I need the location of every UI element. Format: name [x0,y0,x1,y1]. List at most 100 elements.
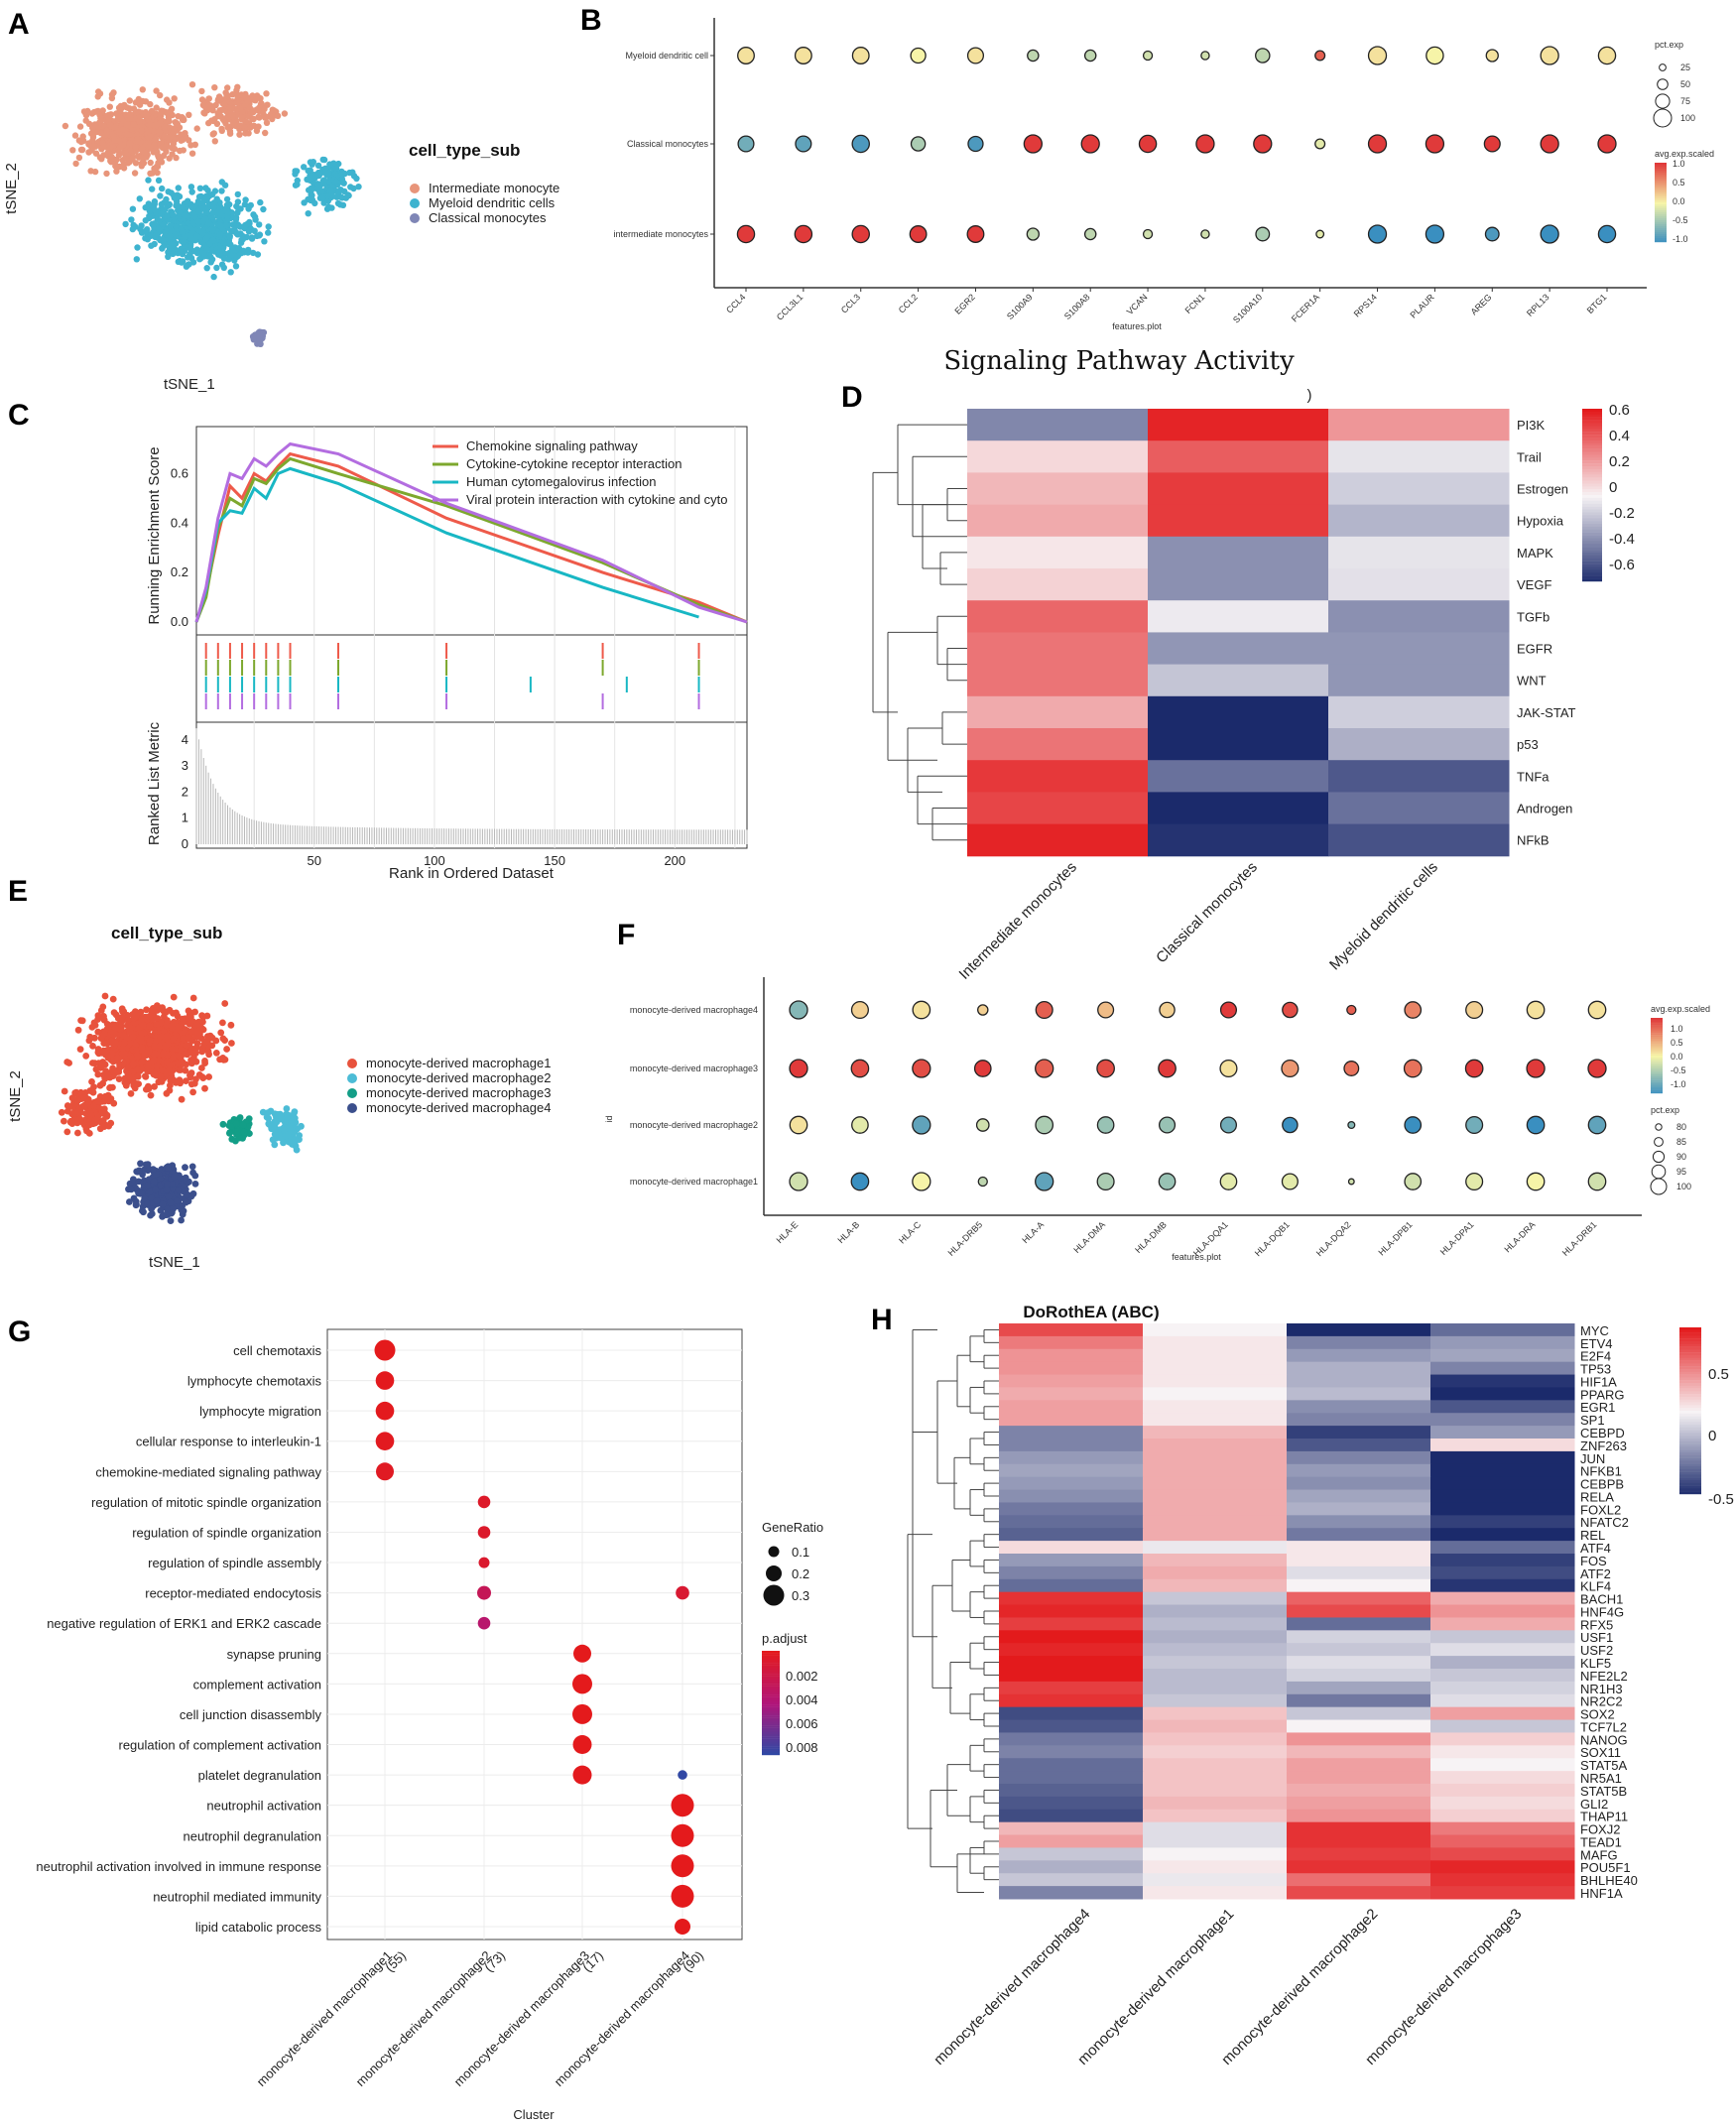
panel-f-dot [1346,1004,1357,1016]
panel-b-dot [851,224,870,244]
panel-b-dot [1200,51,1210,61]
panel-g-size-legend-title: GeneRatio [762,1520,823,1535]
panel-a-point-intermediate [229,118,237,126]
panel-label-g: G [8,1315,31,1348]
panel-a-point-myeloid [251,227,258,234]
panel-d-colorbar-step [1582,420,1602,424]
panel-a-point-myeloid [309,172,316,179]
panel-a-point-intermediate [95,88,102,95]
panel-e-point [143,1014,151,1021]
panel-c-frame [195,426,748,849]
panel-e-point [137,1035,145,1042]
panel-e-point [143,1006,151,1014]
panel-f-dot [1526,1172,1546,1191]
panel-g-color-legend-step [762,1696,780,1699]
panel-h-cell [1430,1604,1575,1618]
panel-d-cell [967,536,1149,569]
panel-h-dendrogram [907,1328,999,1894]
panel-a-point-myeloid [332,178,340,186]
panel-f-size-legend-label: 80 [1676,1122,1686,1132]
panel-e-point [78,1017,86,1025]
panel-h-cell [1143,1489,1288,1503]
panel-h-colorbar-step [1679,1377,1701,1381]
panel-h-cell [1287,1860,1431,1874]
panel-f-dot [1282,1001,1299,1019]
panel-b-color-legend-step [1655,177,1667,180]
panel-a-point-intermediate [138,154,145,161]
panel-g-color-legend-step [762,1715,780,1718]
panel-a-xlabel: tSNE_1 [164,376,215,393]
panel-d-colorbar-step [1582,535,1602,539]
panel-d-cell [967,695,1149,729]
panel-e-point [109,1058,117,1065]
panel-a-point-myeloid [158,210,165,217]
panel-c-xtick: 200 [664,853,685,868]
panel-d-cell [967,792,1149,825]
panel-d-row-label: Estrogen [1517,482,1568,497]
panel-f-tick-label: HLA-A [1020,1219,1046,1245]
panel-h-colorbar-step [1679,1416,1701,1420]
panel-h-cell [1143,1554,1288,1567]
panel-f-size-legend-label: 90 [1676,1152,1686,1162]
panel-d-cell [1148,632,1329,666]
panel-g-dot [375,1432,395,1450]
panel-a-point-intermediate [262,129,269,137]
panel-e-point [88,1024,96,1031]
panel-h-cell [1287,1323,1431,1337]
panel-h-cell [1287,1809,1431,1823]
panel-e-point [163,1059,171,1066]
panel-h-cell [1287,1886,1431,1900]
panel-e-point [165,1192,173,1200]
panel-a-point-myeloid [201,252,208,260]
panel-e-legend-dot [347,1073,357,1083]
panel-a-point-myeloid [232,216,240,223]
panel-a-point-myeloid [322,169,329,177]
panel-f-size-legend-label: 100 [1676,1182,1691,1191]
panel-a-point-intermediate [224,92,231,99]
panel-h-colorbar-step [1679,1460,1701,1464]
panel-e-point [122,1081,130,1089]
panel-g-dot [376,1462,394,1481]
panel-d-column-label: Intermediate monocytes [956,859,1080,983]
panel-e-point [152,1050,159,1058]
panel-a-point-intermediate [157,119,164,127]
panel-f-dot [789,1000,808,1020]
panel-h-colorbar-step [1679,1440,1701,1444]
panel-a-point-myeloid [190,213,197,220]
panel-b-dot [1027,49,1040,63]
panel-h-cell [1287,1463,1431,1478]
panel-label-d: D [841,381,863,414]
panel-h-cell [1430,1732,1575,1746]
panel-a-point-intermediate [198,96,206,103]
panel-h-colorbar-step [1679,1443,1701,1447]
panel-h-colorbar-step [1679,1349,1701,1353]
panel-a-point-myeloid [204,204,211,211]
panel-h-cell [1287,1681,1431,1695]
panel-c-ytick-bottom: 2 [182,784,188,799]
panel-h-cell [1430,1348,1575,1363]
panel-a-point-myeloid [215,249,223,256]
panel-d-colorbar-label: -0.6 [1609,557,1635,573]
panel-h-cell [1143,1834,1288,1848]
panel-f-dot [1096,1172,1115,1191]
panel-a-point-myeloid [256,232,263,239]
panel-d-dendrogram [872,424,967,841]
panel-a-point-intermediate [263,119,271,127]
panel-h-colorbar-step [1679,1402,1701,1406]
panel-h-cell [1287,1796,1431,1811]
panel-b-dot [1142,50,1154,62]
panel-a-point-intermediate [126,110,134,118]
panel-e-point [147,1091,155,1099]
panel-d-colorbar-step [1582,492,1602,496]
panel-a-point-intermediate [127,147,134,154]
panel-f-color-legend-step [1651,1046,1663,1049]
panel-b-dot [1367,46,1388,65]
panel-a-point-intermediate [193,125,200,132]
panel-e-point [263,1113,271,1121]
panel-b-color-legend-title: avg.exp.scaled [1655,149,1714,159]
panel-g-color-legend-step [762,1750,780,1754]
panel-h-cell [999,1502,1144,1516]
panel-g-color-legend-label: 0.004 [786,1692,818,1707]
panel-a-point-intermediate [237,122,244,129]
panel-h-cell [1287,1578,1431,1593]
